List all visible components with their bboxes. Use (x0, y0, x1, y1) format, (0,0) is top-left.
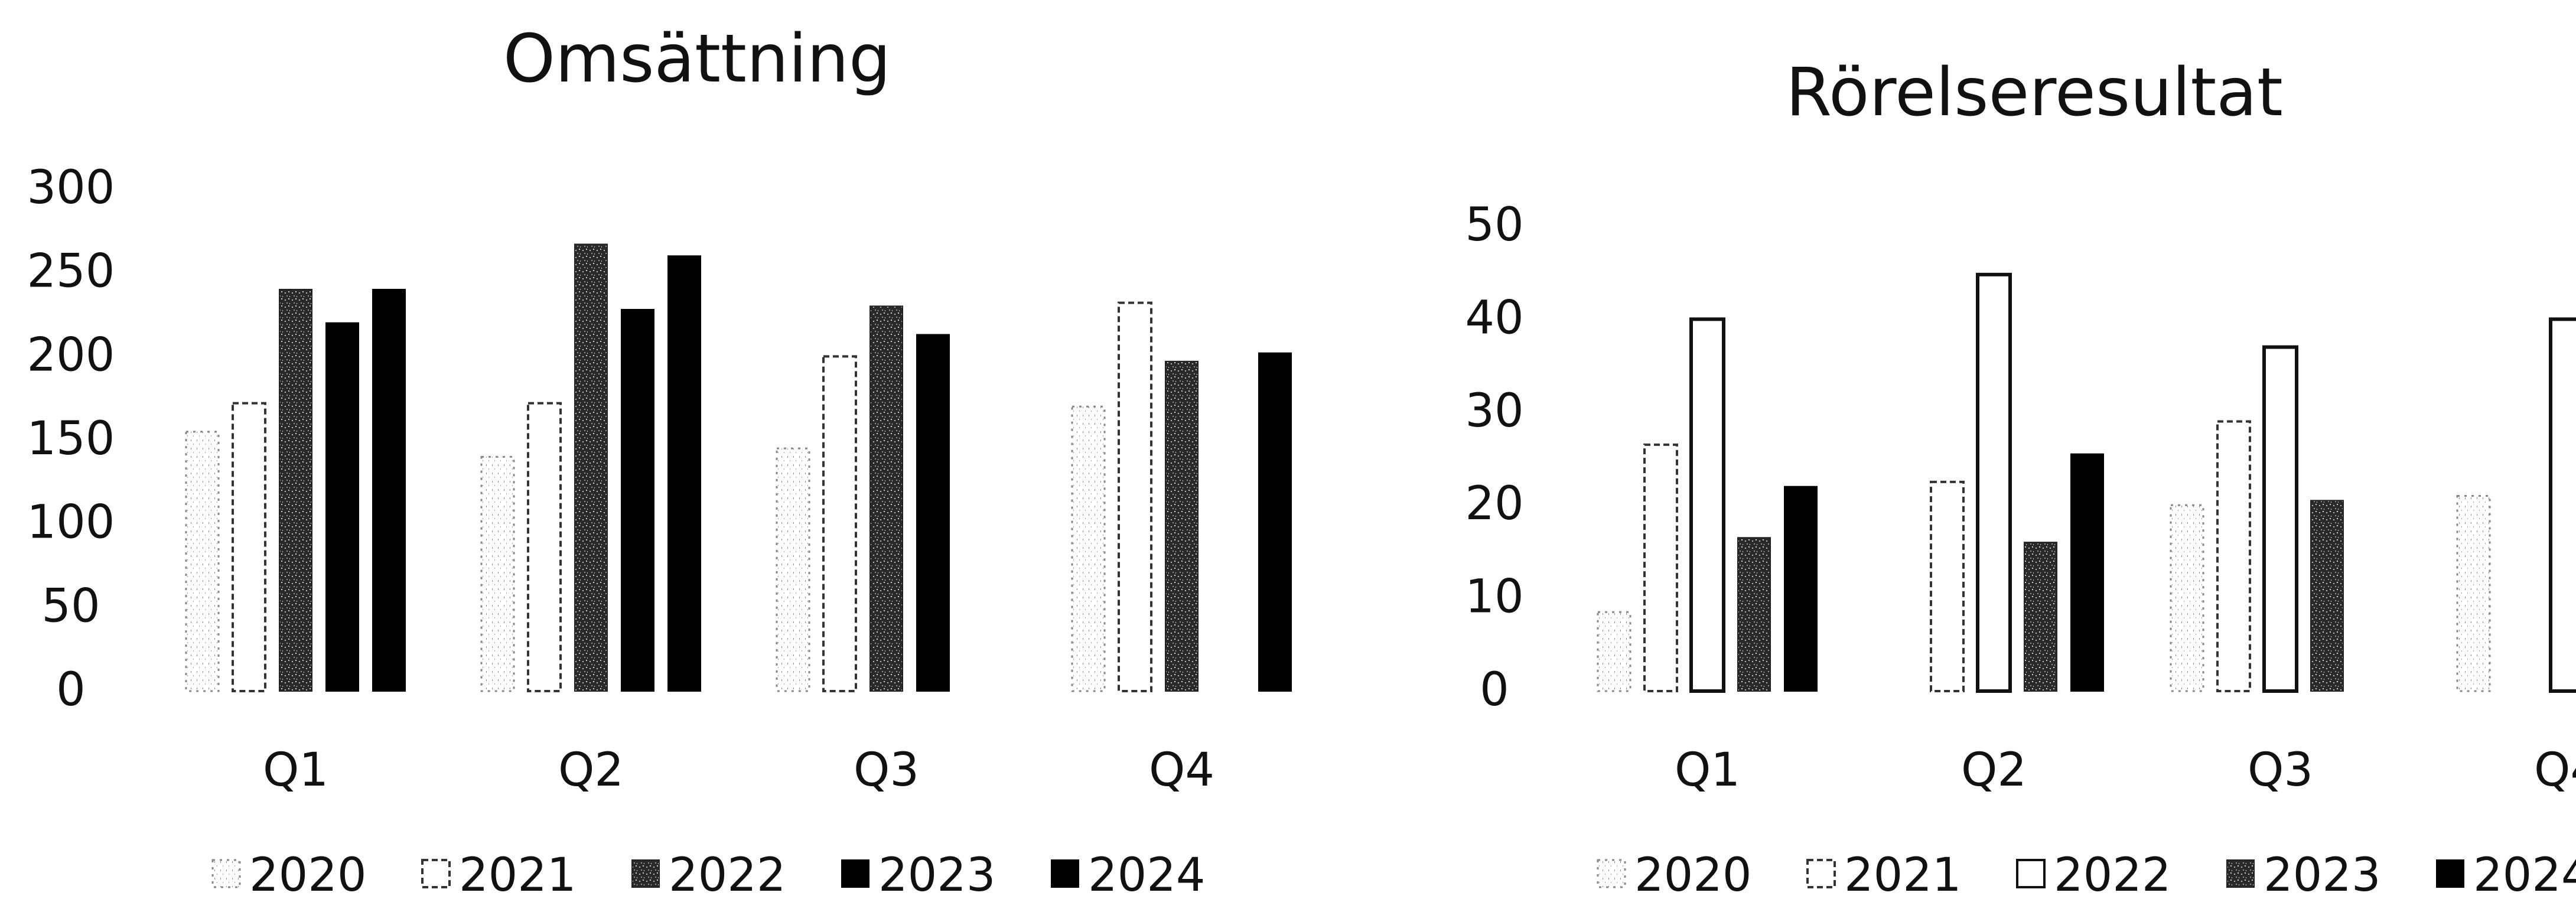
y-tick-label: 0 (1480, 663, 1509, 716)
x-tick-label: Q4 (2534, 744, 2576, 797)
legend-label: 2024 (1088, 849, 1206, 902)
legend-label: 2024 (2473, 849, 2576, 902)
legend-label: 2021 (459, 849, 577, 902)
legend-label: 2020 (249, 849, 367, 902)
rorelseresultat-chart: Rörelseresultat 0 10 20 30 40 50 Q1 Q2 Q3 Q4 202… (1465, 54, 2576, 902)
legend-swatch-2021 (421, 859, 451, 888)
bar-2023-q2 (2024, 542, 2057, 692)
bar-2020-q4 (1071, 405, 1106, 692)
y-axis: 0 50 100 150 200 250 300 (27, 161, 115, 716)
x-tick-label: Q2 (1961, 744, 2027, 797)
chart-title: Rörelseresultat (1786, 54, 2283, 131)
bar-2024-q1 (1784, 486, 1818, 692)
bar-2021-q3 (822, 355, 857, 692)
legend-item: 2021 (1806, 849, 1962, 902)
x-axis: Q1 Q2 Q3 Q4 (1675, 744, 2576, 797)
legend-label: 2023 (878, 849, 996, 902)
legend-label: 2023 (2264, 849, 2381, 902)
y-tick-label: 200 (27, 328, 115, 382)
x-tick-label: Q2 (558, 744, 624, 797)
bar-2023-q1 (325, 322, 359, 692)
x-tick-label: Q3 (2248, 744, 2313, 797)
bar-2024-q2 (2070, 453, 2104, 692)
bar-2021-q2 (527, 402, 562, 693)
x-tick-label: Q3 (854, 744, 919, 797)
bar-2020-q3 (776, 447, 810, 692)
bar-2023-q1 (1737, 537, 1771, 692)
bar-2022-q2 (574, 243, 608, 692)
bar-2022-q1 (279, 289, 312, 692)
legend-item: 2022 (2016, 849, 2171, 902)
legend-item: 2024 (2436, 849, 2576, 902)
legend-swatch-2024 (1051, 859, 1079, 888)
bar-2022-q4 (1165, 360, 1199, 692)
y-tick-label: 40 (1465, 291, 1523, 344)
legend-label: 2020 (1634, 849, 1752, 902)
y-axis: 0 10 20 30 40 50 (1465, 198, 1523, 716)
x-tick-label: Q1 (1675, 744, 1740, 797)
legend-item: 2021 (421, 849, 577, 902)
bar-2024-q2 (667, 255, 701, 692)
bar-2022-q1 (1689, 317, 1725, 693)
legend-swatch-2023 (841, 859, 869, 888)
legend-swatch-2020 (1597, 859, 1626, 888)
y-tick-label: 300 (27, 161, 115, 214)
bar-2021-q4 (1118, 301, 1152, 692)
y-tick-label: 50 (41, 579, 100, 633)
legend-item: 2024 (1051, 849, 1206, 902)
y-tick-label: 30 (1465, 385, 1523, 438)
bar-2021-q1 (232, 402, 266, 693)
bar-2021-q3 (2216, 420, 2251, 692)
legend-item: 2020 (1597, 849, 1752, 902)
bar-2020-q3 (2170, 504, 2204, 692)
legend-item: 2023 (841, 849, 996, 902)
bar-2021-q1 (1643, 443, 1678, 692)
y-tick-label: 50 (1465, 198, 1523, 252)
chart-title: Omsättning (503, 21, 891, 97)
x-axis: Q1 Q2 Q3 Q4 (263, 744, 1214, 797)
bar-2022-q3 (2262, 345, 2298, 693)
legend-item: 2020 (211, 849, 367, 902)
legend-swatch-2024 (2436, 859, 2464, 888)
y-tick-label: 20 (1465, 477, 1523, 530)
legend-label: 2022 (669, 849, 786, 902)
legend: 2020 2021 2022 2023 2024 (211, 849, 1206, 902)
omsattning-chart: Omsättning 0 50 100 150 200 250 300 Q1 Q2 Q3 Q4 2… (27, 21, 1292, 902)
bar-2022-q4 (2549, 317, 2576, 693)
legend-item: 2023 (2226, 849, 2381, 902)
bar-2024-q4 (1258, 352, 1292, 692)
y-tick-label: 250 (27, 245, 115, 298)
legend-swatch-2022 (2016, 859, 2046, 888)
y-tick-label: 0 (56, 663, 86, 716)
bar-2023-q2 (621, 309, 654, 692)
bar-2022-q2 (1976, 272, 2012, 693)
legend-swatch-2022 (631, 859, 660, 888)
bar-2024-q1 (372, 289, 406, 692)
bar-2021-q2 (1930, 480, 1965, 692)
bar-2020-q1 (185, 431, 220, 692)
bar-2020-q2 (480, 455, 515, 692)
y-tick-label: 100 (27, 496, 115, 549)
legend-label: 2021 (1844, 849, 1962, 902)
legend-swatch-2021 (1806, 859, 1836, 888)
bars (1597, 272, 2576, 693)
bars (185, 243, 1292, 693)
bar-2020-q1 (1597, 611, 1631, 692)
legend-item: 2022 (631, 849, 786, 902)
legend-swatch-2023 (2226, 859, 2255, 888)
x-tick-label: Q4 (1149, 744, 1214, 797)
x-tick-label: Q1 (263, 744, 328, 797)
bar-2023-q3 (916, 334, 950, 692)
legend: 2020 2021 2022 2023 2024 (1597, 849, 2576, 902)
y-tick-label: 10 (1465, 571, 1523, 624)
bar-2020-q4 (2456, 494, 2491, 692)
bar-2023-q3 (2310, 500, 2344, 692)
legend-label: 2022 (2054, 849, 2171, 902)
bar-2022-q3 (869, 305, 903, 692)
y-tick-label: 150 (27, 412, 115, 465)
legend-swatch-2020 (211, 859, 241, 888)
